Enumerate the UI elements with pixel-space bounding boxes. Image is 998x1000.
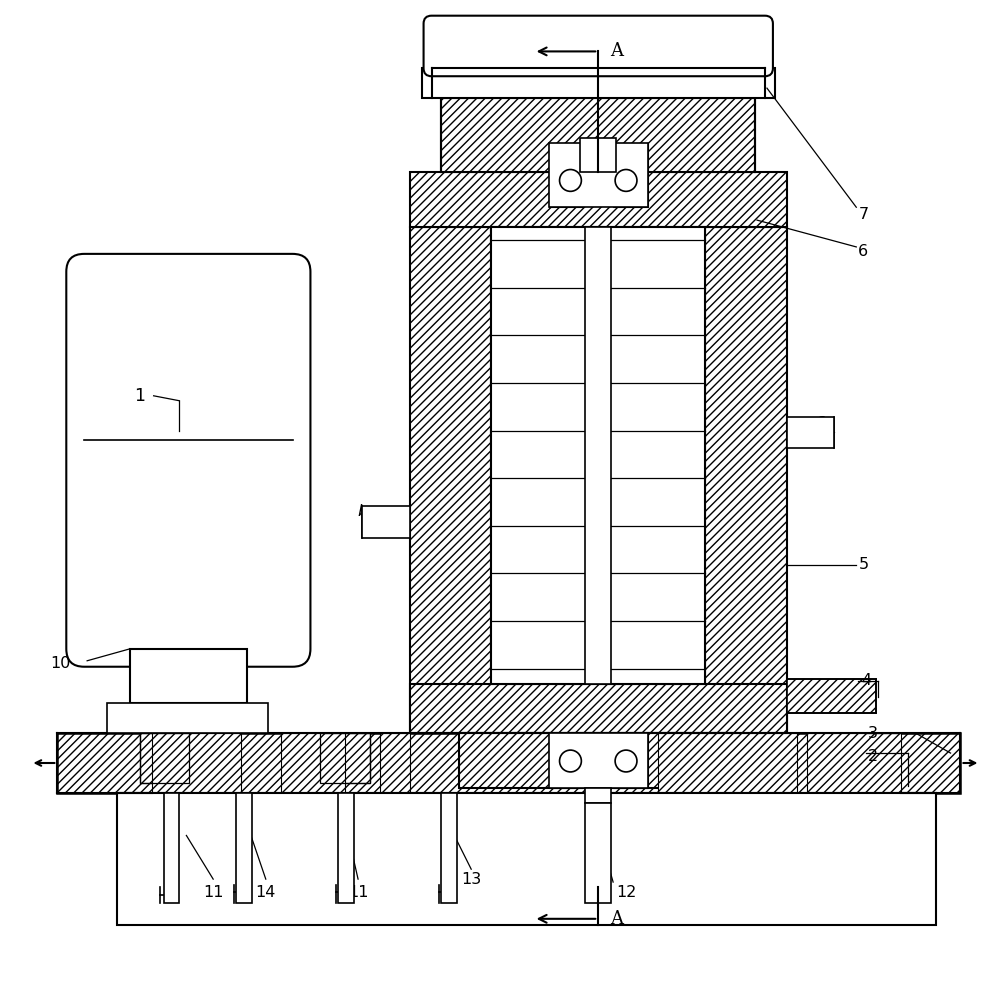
Text: A: A — [610, 910, 623, 928]
Bar — [586, 227, 611, 684]
Bar — [581, 138, 616, 172]
Bar — [362, 506, 410, 538]
Bar — [421, 68, 774, 98]
Text: a: a — [816, 413, 826, 428]
Bar — [441, 98, 755, 172]
Bar — [658, 733, 796, 793]
Bar — [806, 733, 901, 793]
Text: 6: 6 — [858, 244, 868, 259]
Bar — [431, 24, 765, 68]
Bar — [117, 793, 936, 925]
Text: 7: 7 — [858, 207, 868, 222]
Text: A: A — [610, 42, 623, 60]
Bar — [549, 143, 648, 207]
Bar — [107, 703, 267, 733]
Bar — [549, 143, 584, 207]
Bar — [586, 803, 611, 903]
Bar — [613, 733, 648, 788]
Text: 11: 11 — [348, 885, 368, 900]
Bar — [410, 227, 491, 733]
Bar — [280, 733, 345, 793]
Bar — [320, 733, 370, 783]
Text: 11: 11 — [203, 885, 224, 900]
Bar — [140, 733, 190, 783]
Bar — [549, 733, 584, 788]
Bar — [459, 733, 738, 788]
Bar — [117, 793, 152, 925]
Bar — [410, 684, 786, 733]
Text: 12: 12 — [616, 885, 636, 900]
Text: 2: 2 — [868, 749, 878, 764]
Bar — [410, 172, 786, 227]
Bar — [586, 788, 611, 803]
Bar — [164, 793, 180, 903]
Text: 13: 13 — [461, 872, 481, 887]
Text: 10: 10 — [51, 656, 71, 671]
Bar — [901, 793, 936, 925]
Bar — [491, 227, 706, 684]
Text: 14: 14 — [255, 885, 276, 900]
Bar — [152, 733, 241, 793]
FancyBboxPatch shape — [423, 16, 772, 76]
Bar — [130, 649, 247, 703]
Bar — [338, 793, 354, 903]
Bar — [441, 793, 457, 903]
Bar — [236, 793, 251, 903]
Bar — [57, 733, 960, 793]
FancyBboxPatch shape — [66, 254, 310, 667]
Bar — [549, 733, 648, 788]
Text: 5: 5 — [858, 557, 868, 572]
Bar — [320, 733, 370, 783]
Bar — [140, 733, 190, 783]
Text: b: b — [358, 504, 368, 519]
Bar — [786, 417, 834, 448]
Text: 3: 3 — [868, 726, 878, 741]
Bar — [613, 143, 648, 207]
Bar — [421, 68, 774, 98]
Bar — [786, 679, 876, 713]
Text: 4: 4 — [861, 673, 871, 688]
Bar — [380, 733, 410, 793]
Text: 1: 1 — [135, 387, 146, 405]
Bar — [117, 903, 936, 925]
Bar — [706, 227, 786, 733]
